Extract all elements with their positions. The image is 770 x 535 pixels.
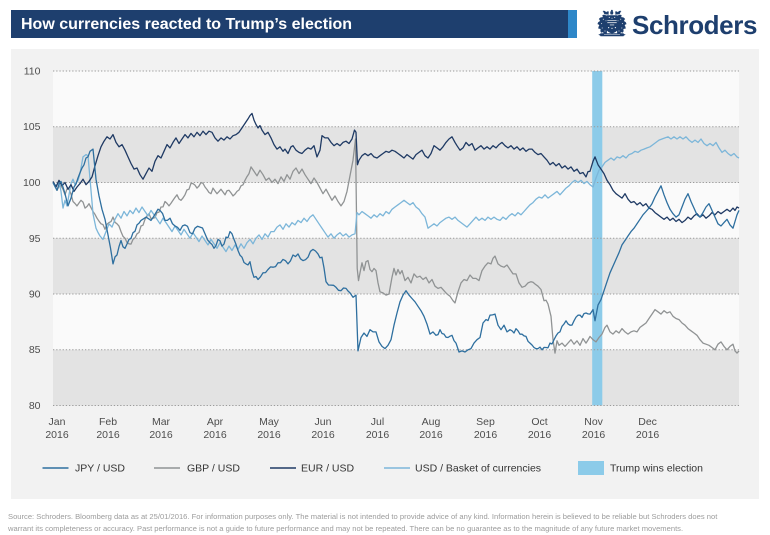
svg-text:2016: 2016 [311,429,335,441]
svg-text:95: 95 [29,233,41,245]
svg-text:2016: 2016 [96,429,120,441]
svg-text:JPY / USD: JPY / USD [75,463,125,475]
svg-text:2016: 2016 [366,429,390,441]
svg-text:2016: 2016 [203,429,227,441]
svg-text:Jun: Jun [315,416,332,428]
svg-text:2016: 2016 [45,429,69,441]
svg-text:105: 105 [23,121,41,133]
svg-text:Trump wins election: Trump wins election [610,463,703,475]
svg-text:Jan: Jan [49,416,66,428]
svg-text:2016: 2016 [149,429,173,441]
svg-text:2016: 2016 [419,429,443,441]
svg-text:2016: 2016 [582,429,606,441]
svg-text:Feb: Feb [99,416,117,428]
svg-text:Mar: Mar [152,416,171,428]
svg-text:USD / Basket of currencies: USD / Basket of currencies [415,463,541,475]
svg-text:2016: 2016 [257,429,281,441]
svg-text:Oct: Oct [531,416,547,428]
svg-text:100: 100 [23,177,41,189]
svg-text:EUR / USD: EUR / USD [301,463,355,475]
svg-text:Dec: Dec [638,416,657,428]
svg-text:GBP / USD: GBP / USD [187,463,240,475]
svg-text:Sep: Sep [476,416,495,428]
svg-text:Nov: Nov [584,416,603,428]
svg-text:90: 90 [29,289,41,301]
svg-text:Aug: Aug [422,416,441,428]
svg-text:110: 110 [24,66,41,78]
svg-text:Apr: Apr [207,416,224,428]
svg-text:80: 80 [29,400,41,412]
svg-text:2016: 2016 [474,429,498,441]
svg-text:2016: 2016 [636,429,660,441]
svg-text:Jul: Jul [371,416,384,428]
svg-text:2016: 2016 [528,429,552,441]
svg-text:May: May [259,416,280,428]
svg-text:85: 85 [29,344,41,356]
